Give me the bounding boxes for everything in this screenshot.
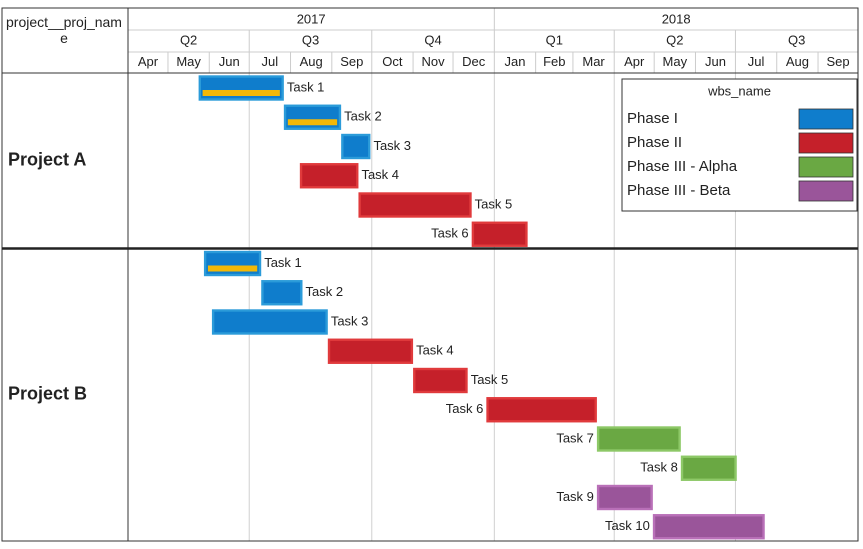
task-label: Task 4 xyxy=(361,167,399,182)
task-bar xyxy=(261,280,303,306)
month-label: Mar xyxy=(582,54,605,69)
month-label: Jun xyxy=(219,54,240,69)
task-label: Task 8 xyxy=(640,460,678,475)
month-label: Nov xyxy=(421,54,445,69)
quarter-label: Q2 xyxy=(180,32,197,47)
frame xyxy=(1,7,859,542)
task-label: Task 7 xyxy=(556,430,594,445)
task-bar xyxy=(283,104,342,130)
legend-swatch xyxy=(798,108,854,130)
task-label: Task 5 xyxy=(471,372,509,387)
legend-swatch xyxy=(798,180,854,202)
progress-bar xyxy=(202,90,280,96)
year-label: 2018 xyxy=(662,11,691,26)
quarter-label: Q2 xyxy=(666,32,683,47)
task-bar xyxy=(413,367,468,394)
legend-title: wbs_name xyxy=(707,83,771,98)
month-label: Jul xyxy=(748,54,765,69)
task-bar xyxy=(486,397,597,423)
task-label: Task 2 xyxy=(344,109,382,124)
task-label: Task 2 xyxy=(306,284,344,299)
task-label: Task 9 xyxy=(556,489,594,504)
month-label: Jul xyxy=(262,54,279,69)
progress-bar xyxy=(287,119,338,126)
group-label: Project A xyxy=(8,150,86,170)
month-label: Jan xyxy=(504,54,525,69)
month-label: Apr xyxy=(624,54,645,69)
quarter-label: Q1 xyxy=(546,32,563,47)
month-label: May xyxy=(663,54,688,69)
task-label: Task 3 xyxy=(373,138,411,153)
quarter-label: Q3 xyxy=(788,32,805,47)
month-label: Sep xyxy=(826,54,849,69)
legend-label: Phase III - Beta xyxy=(627,182,731,199)
task-label: Task 10 xyxy=(605,518,650,533)
legend-label: Phase I xyxy=(627,110,678,127)
task-bar xyxy=(341,133,371,160)
task-bar xyxy=(471,221,528,247)
task-bar xyxy=(203,250,262,277)
task-label: Task 6 xyxy=(431,226,469,241)
task-label: Task 6 xyxy=(446,401,484,416)
group-label: Project B xyxy=(8,384,87,404)
task-bar xyxy=(327,338,414,364)
legend-label: Phase II xyxy=(627,134,682,151)
month-label: Jun xyxy=(705,54,726,69)
task-label: Task 5 xyxy=(475,196,513,211)
task-bar xyxy=(652,514,765,540)
progress-bar xyxy=(207,265,258,272)
month-label: Feb xyxy=(543,54,565,69)
task-bar xyxy=(211,309,328,335)
quarter-label: Q3 xyxy=(302,32,319,47)
year-label: 2017 xyxy=(297,11,326,26)
legend-label: Phase III - Alpha xyxy=(627,158,738,175)
task-bar xyxy=(198,75,284,101)
month-label: May xyxy=(176,54,201,69)
month-label: Aug xyxy=(786,54,809,69)
task-bar xyxy=(596,484,653,511)
quarter-label: Q4 xyxy=(424,32,441,47)
task-label: Task 1 xyxy=(287,79,325,94)
month-label: Sep xyxy=(340,54,363,69)
legend-swatch xyxy=(798,132,854,154)
task-bar xyxy=(358,192,472,218)
month-label: Oct xyxy=(382,54,403,69)
legend-swatch xyxy=(798,156,854,178)
month-label: Apr xyxy=(138,54,159,69)
task-label: Task 3 xyxy=(331,313,369,328)
month-label: Aug xyxy=(300,54,323,69)
task-bar xyxy=(596,426,681,452)
month-label: Dec xyxy=(462,54,486,69)
header-label: project__proj_name xyxy=(6,14,122,46)
task-label: Task 4 xyxy=(416,343,454,358)
task-bar xyxy=(680,455,737,481)
task-bar xyxy=(299,163,359,189)
task-label: Task 1 xyxy=(264,255,302,270)
